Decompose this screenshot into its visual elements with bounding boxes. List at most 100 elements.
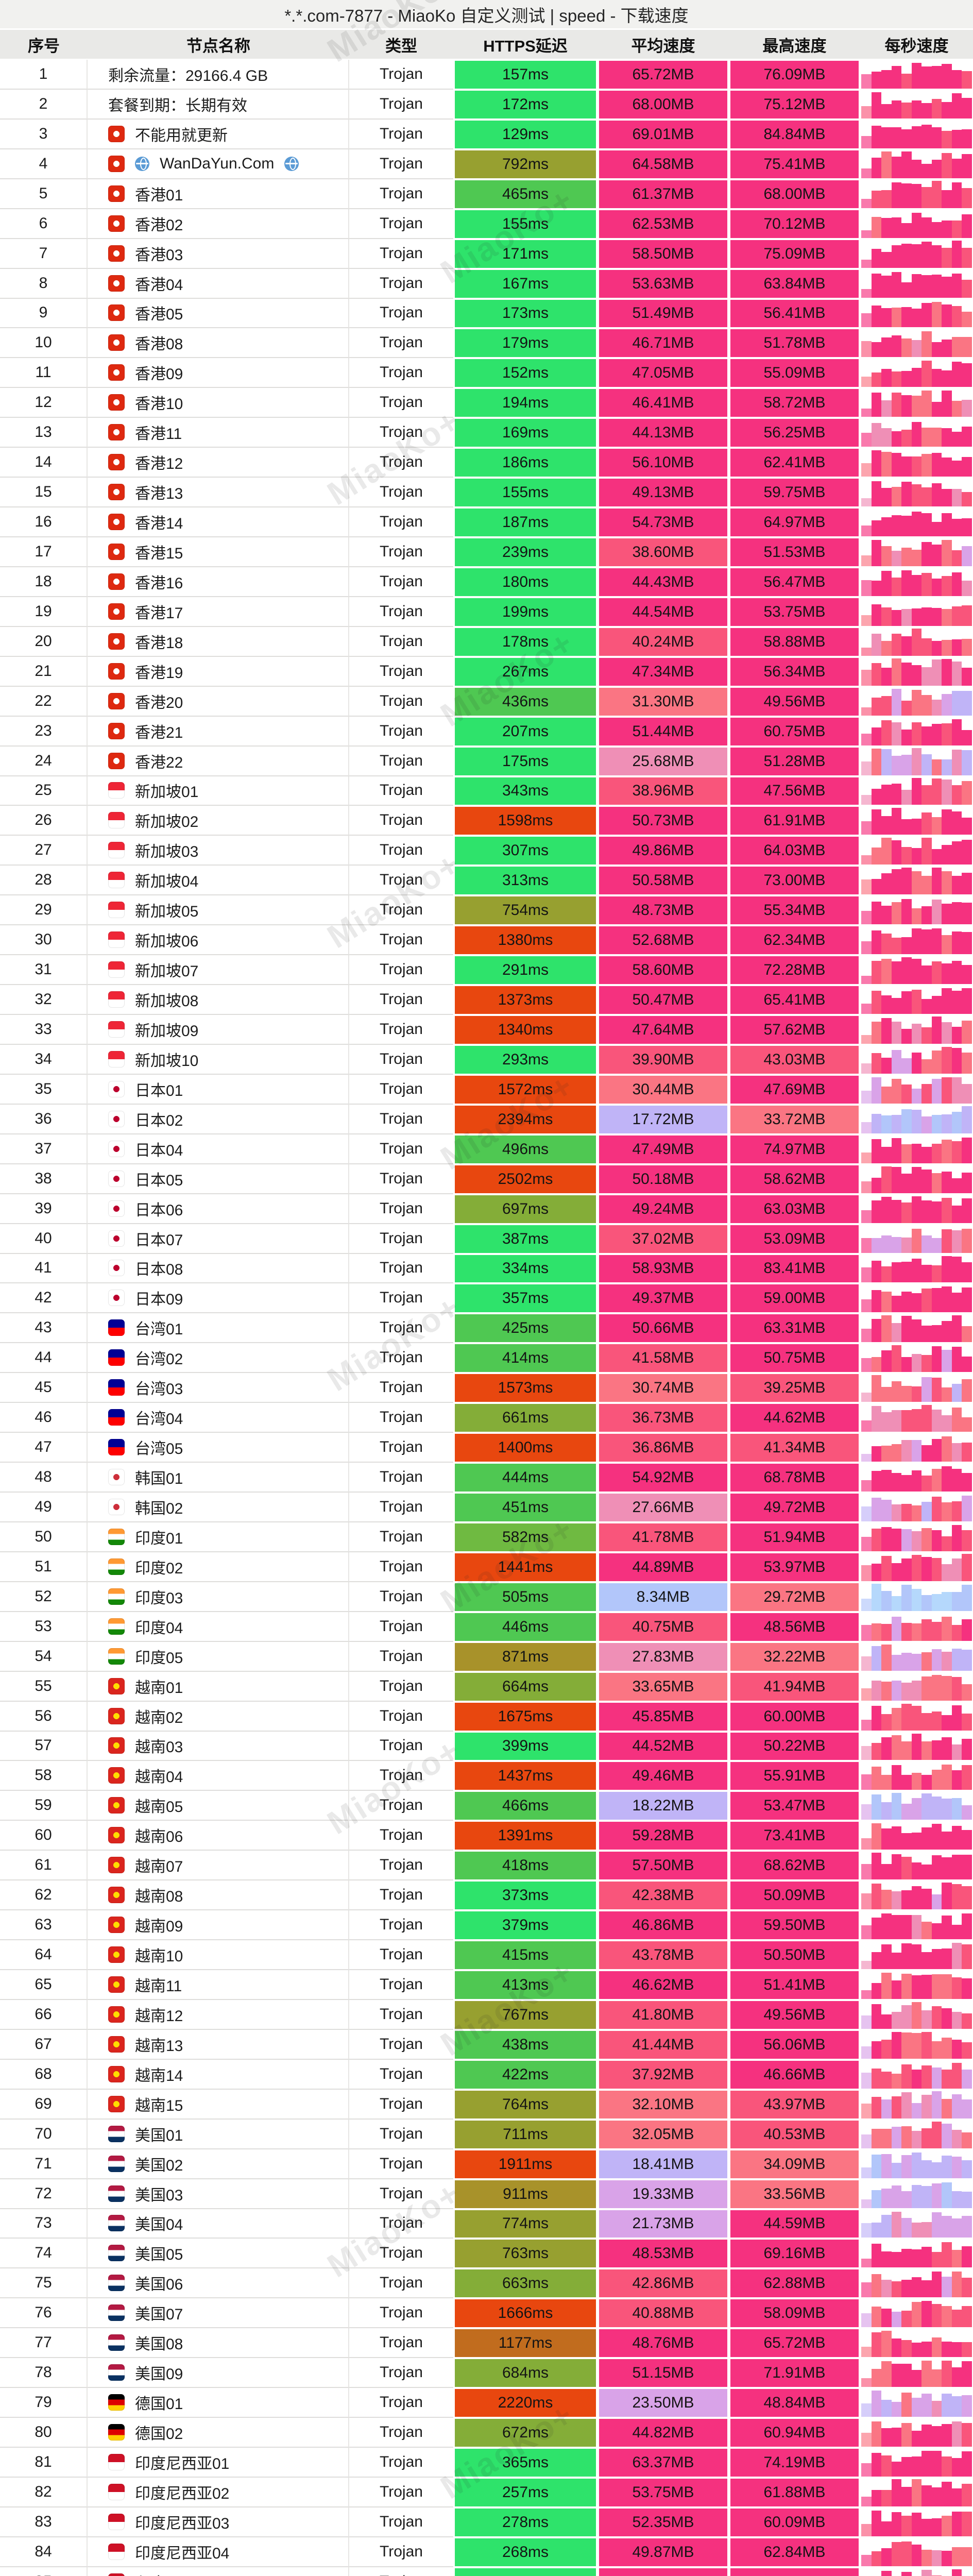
spark-bar <box>891 1381 902 1402</box>
spark-bar <box>921 1377 932 1402</box>
node-name-cell: 印度02 <box>88 1552 349 1582</box>
latency-cell: 343ms <box>455 777 596 805</box>
latency-cell: 444ms <box>455 1464 596 1492</box>
spark-bar <box>871 1584 882 1611</box>
spark-bar <box>871 1743 882 1760</box>
spark-bar <box>881 368 892 387</box>
table-row: 31 新加坡07 Trojan 291ms 58.60MB 72.28MB <box>0 955 973 986</box>
node-name-cell: 香港14 <box>88 507 349 537</box>
spark-bar <box>861 2378 872 2387</box>
spark-bar <box>901 1585 912 1611</box>
node-type: Trojan <box>349 358 453 388</box>
spark-bar <box>871 2489 882 2506</box>
spark-bar <box>962 1021 972 1044</box>
table-row: 34 新加坡10 Trojan 293ms 39.90MB 43.03MB <box>0 1044 973 1075</box>
spark-bar <box>921 607 932 626</box>
node-name-cell: 美国06 <box>88 2268 349 2299</box>
spark-bar <box>942 659 952 686</box>
node-type: Trojan <box>349 2120 453 2149</box>
spark-bar <box>942 190 952 208</box>
avg-speed-cell: 36.73MB <box>599 1404 727 1432</box>
spark-bar <box>931 1894 942 1910</box>
spark-bar <box>871 1853 882 1880</box>
speed-sparkline <box>861 299 972 328</box>
table-row: 73 美国04 Trojan 774ms 21.73MB 44.59MB <box>0 2209 973 2239</box>
spark-bar <box>911 1109 922 1133</box>
spark-bar <box>881 428 892 447</box>
spark-bar <box>911 777 922 805</box>
spark-bar <box>931 2252 942 2268</box>
spark-bar <box>942 513 952 536</box>
spark-bar <box>921 487 932 507</box>
spark-bar <box>962 279 972 298</box>
spark-bar <box>881 308 892 328</box>
spark-bar <box>962 1944 972 1969</box>
id-flag-icon <box>108 2543 125 2560</box>
spark-bar <box>871 305 882 328</box>
spark-bar <box>962 1287 972 1313</box>
node-type: Trojan <box>349 1343 453 1374</box>
node-type: Trojan <box>349 1821 453 1851</box>
spark-bar <box>942 2215 952 2238</box>
spark-bar <box>911 2369 922 2387</box>
avg-speed-cell: 44.52MB <box>599 1732 727 1760</box>
spark-bar <box>931 1287 942 1313</box>
spark-bar <box>951 1625 962 1641</box>
max-speed-cell: 84.84MB <box>730 120 859 148</box>
speed-sparkline <box>861 2299 972 2328</box>
spark-bar <box>962 1554 972 1581</box>
table-row: 56 越南02 Trojan 1675ms 45.85MB 60.00MB <box>0 1701 973 1732</box>
spark-bar <box>881 1556 892 1581</box>
spark-bar <box>962 1472 972 1492</box>
table-row: 32 新加坡08 Trojan 1373ms 50.47MB 65.41MB <box>0 985 973 1015</box>
spark-bar <box>931 1016 942 1044</box>
speed-sparkline <box>861 210 972 238</box>
spark-bar <box>901 1741 912 1760</box>
table-row: 3 不能用就更新 Trojan 129ms 69.01MB 84.84MB <box>0 119 973 149</box>
spark-bar <box>921 2570 932 2576</box>
max-speed-cell: 75.09MB <box>730 240 859 268</box>
spark-bar <box>921 1528 932 1551</box>
spark-bar <box>951 902 962 925</box>
node-name-cell: 越南10 <box>88 1940 349 1970</box>
spark-bar <box>861 1893 872 1910</box>
spark-bar <box>942 988 952 1014</box>
spark-bar <box>951 1205 962 1223</box>
avg-speed-cell: 40.88MB <box>599 2299 727 2328</box>
spark-bar <box>942 1536 952 1551</box>
spark-bar <box>861 879 872 895</box>
table-row: 46 台湾04 Trojan 661ms 36.73MB 44.62MB <box>0 1403 973 1433</box>
hk-flag-icon <box>108 155 125 172</box>
spark-bar <box>942 1436 952 1462</box>
node-name-cell: 越南13 <box>88 2029 349 2060</box>
us-flag-icon <box>108 2155 125 2172</box>
row-number: 54 <box>0 1641 88 1672</box>
spark-bar <box>962 1805 972 1820</box>
tw-flag-icon <box>108 1439 125 1456</box>
jp-flag-icon <box>108 1200 125 1217</box>
spark-bar <box>891 1504 902 1521</box>
node-type: Trojan <box>349 1582 453 1612</box>
row-number: 25 <box>0 776 88 806</box>
speed-sparkline <box>861 2329 972 2358</box>
max-speed-cell: 44.62MB <box>730 1404 859 1432</box>
max-speed-cell: 68.62MB <box>730 1852 859 1880</box>
spark-bar <box>921 929 932 955</box>
spark-bar <box>881 934 892 955</box>
node-type: Trojan <box>349 1015 453 1045</box>
table-row: 7 香港03 Trojan 171ms 58.50MB 75.09MB <box>0 239 973 269</box>
spark-bar <box>921 838 932 865</box>
spark-bar <box>891 1166 902 1193</box>
spark-bar <box>962 214 972 238</box>
spark-bar <box>911 367 922 387</box>
spark-bar <box>891 2163 902 2178</box>
spark-bar <box>951 2309 962 2328</box>
spark-bar <box>901 548 912 566</box>
spark-bar <box>962 1443 972 1462</box>
spark-bar <box>962 2277 972 2298</box>
spark-bar <box>861 1393 872 1402</box>
max-speed-cell: 63.03MB <box>730 1195 859 1223</box>
spark-bar <box>861 911 872 925</box>
spark-bar <box>861 1299 872 1313</box>
table-row: 15 香港13 Trojan 155ms 49.13MB 59.75MB <box>0 478 973 508</box>
